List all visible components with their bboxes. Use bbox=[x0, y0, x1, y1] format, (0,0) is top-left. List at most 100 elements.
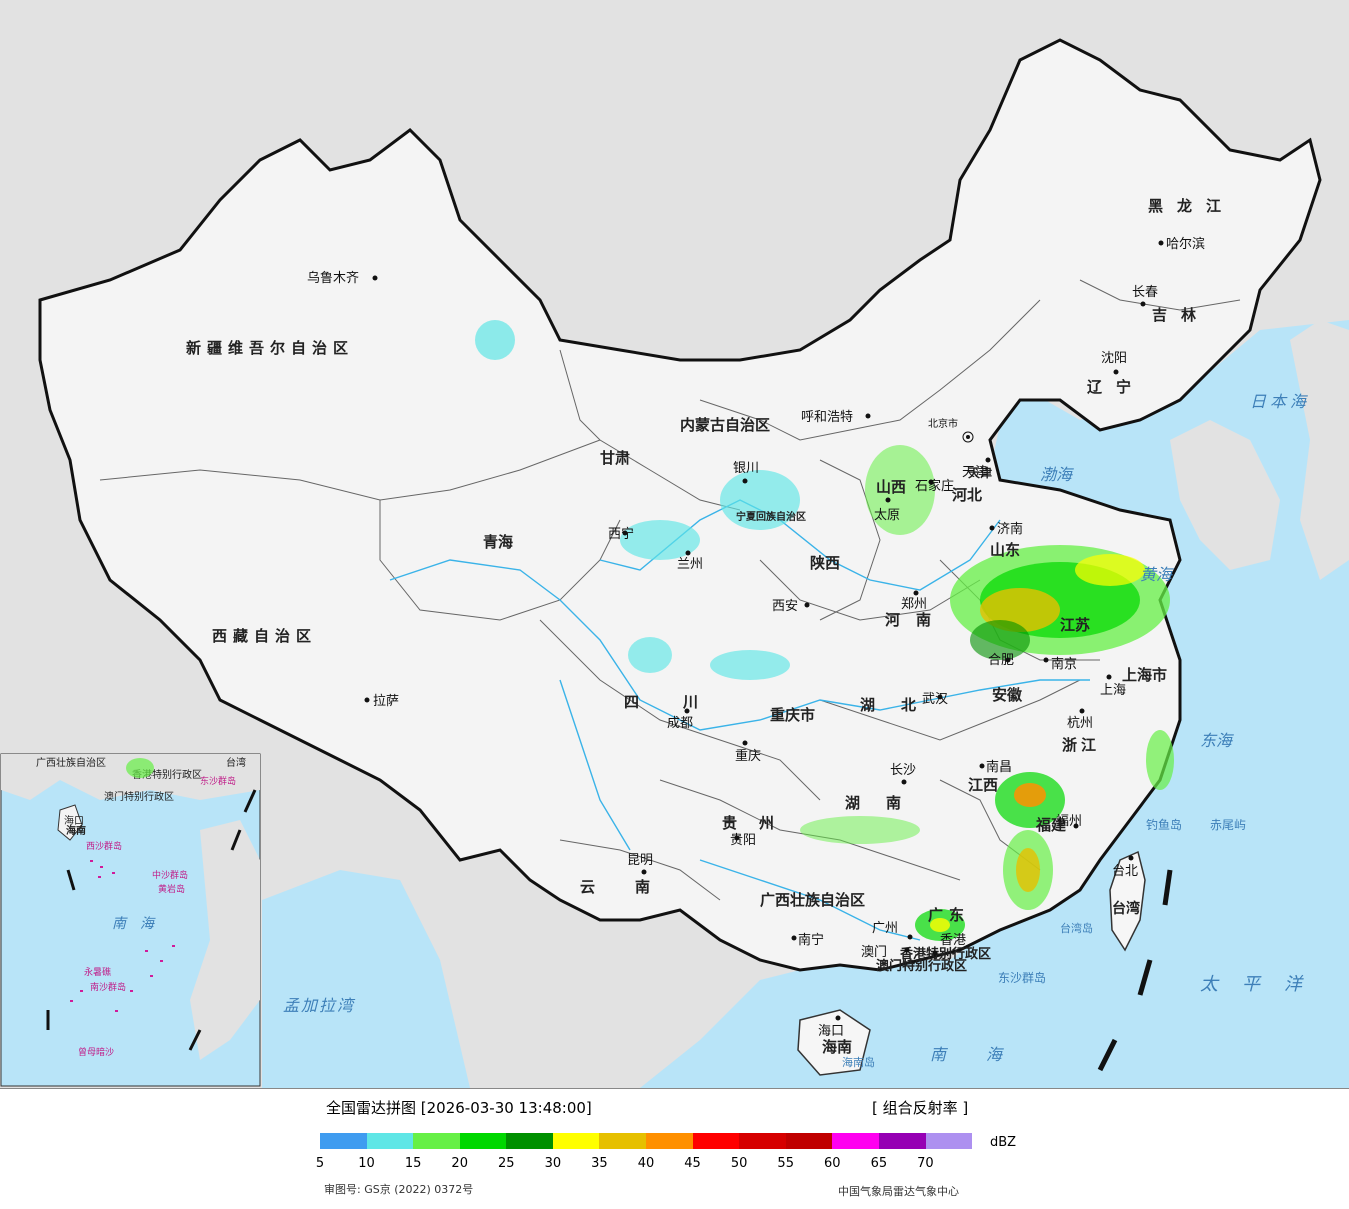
korea-land bbox=[1170, 420, 1280, 570]
inset-huangyan: 黄岩岛 bbox=[158, 883, 185, 895]
city-beijing: 北京市 bbox=[928, 417, 958, 430]
color-swatch-5 bbox=[320, 1133, 367, 1149]
color-swatch-10 bbox=[366, 1133, 414, 1149]
inset-xisha: 西沙群岛 bbox=[86, 840, 122, 852]
city-wuhan: 武汉 bbox=[922, 692, 948, 707]
label-taiwan-island: 台湾岛 bbox=[1060, 921, 1093, 935]
color-scale-bar bbox=[320, 1133, 973, 1149]
label-diaoyu: 钓鱼岛 bbox=[1146, 817, 1182, 832]
label-heilongjiang: 黑龙江 bbox=[1148, 197, 1235, 215]
legend-panel: 全国雷达拼图 [2026-03-30 13:48:00] [ 组合反射率 ] d… bbox=[0, 1088, 1349, 1209]
city-xian: 西安 bbox=[772, 599, 798, 614]
city-xining: 西宁 bbox=[608, 526, 634, 542]
label-tianjin-prov: 天津 bbox=[968, 465, 992, 480]
color-swatch-35 bbox=[599, 1133, 647, 1149]
tick-label-10: 10 bbox=[358, 1156, 375, 1171]
city-shenyang: 沈阳 bbox=[1101, 351, 1127, 366]
color-swatch-45 bbox=[692, 1133, 740, 1149]
city-nanning: 南宁 bbox=[798, 932, 824, 948]
city-haikou: 海口 bbox=[818, 1024, 844, 1039]
inset-dongsha: 东沙群岛 bbox=[200, 775, 236, 787]
tick-label-60: 60 bbox=[824, 1156, 841, 1171]
tick-label-55: 55 bbox=[777, 1156, 794, 1171]
tick-label-25: 25 bbox=[498, 1156, 515, 1171]
eastern-sea bbox=[640, 320, 1349, 1088]
label-zhejiang: 浙江 bbox=[1062, 736, 1100, 754]
city-guiyang: 贵阳 bbox=[730, 833, 756, 848]
inset-nansha: 南沙群岛 bbox=[90, 981, 126, 993]
city-tianjin: 天津 bbox=[962, 465, 988, 480]
color-swatch-30 bbox=[552, 1133, 600, 1149]
city-layer: 乌鲁木齐 拉萨 西宁 兰州 银川 呼和浩特 北京市 天津 石家庄 太原 济南 郑… bbox=[307, 236, 1205, 1039]
maritime-dashes bbox=[1097, 869, 1173, 1072]
city-jinan: 济南 bbox=[997, 521, 1023, 537]
inset-zengmu: 曾母暗沙 bbox=[78, 1046, 114, 1058]
label-shanghai-shi: 上海市 bbox=[1122, 666, 1167, 684]
color-swatch-65 bbox=[878, 1133, 926, 1149]
city-guangzhou: 广州 bbox=[872, 921, 898, 936]
tick-label-45: 45 bbox=[684, 1156, 701, 1171]
color-swatch-70 bbox=[925, 1133, 973, 1149]
label-yunnan: 云南 bbox=[580, 878, 690, 896]
city-hohhot: 呼和浩特 bbox=[801, 410, 853, 425]
label-liaoning: 辽宁 bbox=[1087, 378, 1145, 396]
color-swatch-60 bbox=[832, 1133, 879, 1149]
rivers bbox=[389, 499, 1090, 941]
label-guizhou: 贵州 bbox=[722, 814, 796, 832]
label-jiangsu: 江苏 bbox=[1060, 616, 1090, 634]
label-shaanxi: 陕西 bbox=[810, 554, 840, 572]
sea-yellow: 黄海 bbox=[1140, 565, 1174, 584]
city-chongqing: 重庆 bbox=[735, 748, 761, 764]
legend-product: [ 组合反射率 ] bbox=[872, 1099, 969, 1117]
taiwan-island bbox=[1109, 850, 1146, 952]
city-shijiazhuang: 石家庄 bbox=[915, 478, 954, 494]
radar-map: 新疆维吾尔自治区 西藏自治区 青海 甘肃 内蒙古自治区 黑龙江 吉林 辽宁 河北… bbox=[0, 0, 1349, 1088]
city-hangzhou: 杭州 bbox=[1067, 716, 1093, 731]
color-swatch-25 bbox=[506, 1133, 553, 1149]
city-shanghai: 上海 bbox=[1100, 683, 1126, 698]
province-label-layer: 新疆维吾尔自治区 西藏自治区 青海 甘肃 内蒙古自治区 黑龙江 吉林 辽宁 河北… bbox=[186, 197, 1235, 1056]
city-harbin: 哈尔滨 bbox=[1166, 236, 1205, 252]
label-hainan-island: 海南岛 bbox=[842, 1055, 875, 1069]
city-taiyuan: 太原 bbox=[874, 508, 900, 523]
tick-label-70: 70 bbox=[917, 1156, 934, 1171]
china-outline bbox=[38, 38, 1322, 972]
city-hefei: 合肥 bbox=[988, 653, 1014, 668]
label-fujian: 福建 bbox=[1035, 816, 1067, 834]
sea-pacific: 太平洋 bbox=[1200, 974, 1326, 995]
color-swatch-15 bbox=[413, 1133, 460, 1149]
label-guangxi: 广西壮族自治区 bbox=[760, 891, 865, 909]
tick-label-5: 5 bbox=[315, 1156, 325, 1171]
radar-echoes bbox=[475, 320, 1174, 941]
label-gansu: 甘肃 bbox=[600, 449, 630, 467]
label-neimenggu: 内蒙古自治区 bbox=[680, 416, 770, 434]
label-henan: 河南 bbox=[885, 611, 947, 629]
label-sichuan: 四川 bbox=[624, 693, 742, 711]
city-lanzhou: 兰州 bbox=[677, 557, 703, 572]
label-dongsha: 东沙群岛 bbox=[998, 970, 1046, 985]
inset-haikou: 海口 bbox=[64, 814, 84, 827]
city-taipei: 台北 bbox=[1112, 864, 1138, 879]
tick-label-40: 40 bbox=[637, 1156, 655, 1171]
sea-bengal: 孟加拉湾 bbox=[283, 996, 356, 1015]
label-hubei: 湖北 bbox=[860, 696, 942, 714]
label-shandong: 山东 bbox=[990, 541, 1020, 559]
inset-yongshu: 永暑礁 bbox=[84, 966, 111, 978]
legend-title: 全国雷达拼图 [2026-03-30 13:48:00] bbox=[326, 1099, 592, 1117]
label-hunan: 湖南 bbox=[845, 794, 927, 812]
data-source: 中国气象局雷达气象中心 bbox=[838, 1185, 959, 1198]
label-macau: 澳门特别行政区 bbox=[876, 958, 967, 974]
city-nanjing: 南京 bbox=[1051, 656, 1077, 672]
city-nanchang: 南昌 bbox=[986, 759, 1012, 775]
color-swatch-20 bbox=[459, 1133, 507, 1149]
inset-taiwan: 台湾 bbox=[226, 756, 246, 769]
label-jilin: 吉林 bbox=[1152, 306, 1210, 324]
city-yinchuan: 银川 bbox=[733, 461, 759, 476]
label-taiwan: 台湾 bbox=[1112, 900, 1140, 917]
tick-label-15: 15 bbox=[404, 1156, 422, 1171]
label-xinjiang: 新疆维吾尔自治区 bbox=[186, 339, 354, 357]
tick-label-30: 30 bbox=[544, 1156, 562, 1171]
label-jiangxi: 江西 bbox=[968, 776, 998, 794]
city-macau: 澳门 bbox=[861, 944, 887, 960]
label-xizang: 西藏自治区 bbox=[212, 627, 317, 645]
